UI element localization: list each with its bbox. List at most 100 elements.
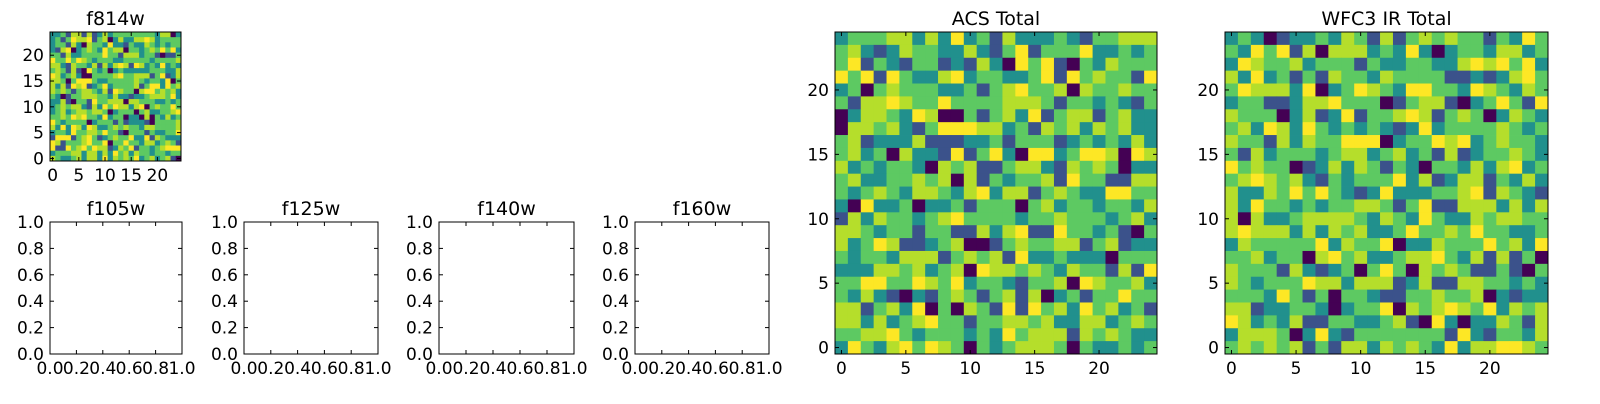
wfc3-ir-total-cell [1354,32,1368,46]
acs-total-cell [1015,212,1029,226]
acs-total-cell [938,44,952,59]
wfc3-ir-total-cell [1509,122,1523,136]
acs-total-cell [1131,70,1145,84]
f814w-cell [81,119,88,126]
acs-total-cell [1079,147,1093,162]
wfc3-ir-total-cell [1405,341,1420,355]
f814w-cell [81,135,88,141]
f814w-cell [91,114,98,121]
wfc3-ir-total-cell [1405,122,1420,136]
wfc3-ir-total-cell [1392,199,1407,213]
acs-total-cell [1028,32,1042,46]
f814w-cell [170,68,177,74]
acs-total-cell [835,289,849,303]
wfc3-ir-total-ytick-label: 0 [1208,339,1219,359]
wfc3-ir-total-cell [1392,186,1407,200]
f105w-xtick-label: 0.8 [142,359,169,379]
acs-total-cell [963,186,978,200]
acs-total-cell [847,186,862,200]
wfc3-ir-total-cell [1380,341,1394,355]
wfc3-ir-total-cell [1457,212,1471,226]
f140w-ytick-label: 0.0 [406,345,433,365]
acs-total-cell [976,44,990,59]
acs-total-cell [1053,135,1068,149]
acs-total-cell [912,122,926,136]
acs-total-cell [1053,44,1068,59]
f105w-xtick-label: 1.0 [168,359,195,379]
acs-total-cell [899,225,913,239]
f814w-cell [160,73,166,79]
f814w-cell [144,99,150,105]
wfc3-ir-total-cell [1483,315,1497,329]
wfc3-ir-total-cell [1457,70,1471,84]
wfc3-ir-total-cell [1535,238,1549,252]
f814w-cell [50,42,56,48]
wfc3-ir-total-cell [1237,44,1252,59]
acs-total-cell [1079,173,1093,187]
f814w-cell [123,119,129,126]
f814w-cell [50,88,56,95]
f160w-ytick-label: 1.0 [602,213,629,233]
acs-total-cell [886,173,900,187]
f814w-cell [86,47,93,54]
acs-total-cell [1041,238,1055,252]
wfc3-ir-total-cell [1380,302,1394,316]
wfc3-ir-total-cell [1367,263,1381,278]
wfc3-ir-total-cell [1354,263,1368,278]
f814w-cell [86,68,93,74]
wfc3-ir-total-cell [1302,83,1316,97]
acs-total-cell [938,302,952,316]
wfc3-ir-total-cell [1470,212,1484,226]
f814w-cell [170,145,177,152]
wfc3-ir-total-cell [1237,199,1252,213]
wfc3-ir-total-cell [1302,44,1316,59]
f814w-ytick-label: 5 [33,124,44,144]
f814w-cell [144,109,150,115]
f814w-cell [175,109,182,115]
acs-total-cell [963,109,978,123]
wfc3-ir-total-cell [1302,328,1316,342]
f814w-cell [81,99,88,105]
wfc3-ir-total-cell [1380,122,1394,136]
f814w-cell [55,88,61,95]
wfc3-ir-total-cell [1276,302,1290,316]
wfc3-ir-total-cell [1237,238,1252,252]
f814w-cell [97,88,103,95]
f814w-cell [118,104,124,110]
wfc3-ir-total-cell [1496,173,1510,187]
acs-total-cell [1092,186,1106,200]
wfc3-ir-total-cell [1509,70,1523,84]
wfc3-ir-total-cell [1315,212,1329,226]
wfc3-ir-total-cell [1225,122,1239,136]
wfc3-ir-total-cell [1522,135,1536,149]
acs-total-cell [925,186,939,200]
acs-total-cell [1066,173,1081,187]
acs-total-cell [938,315,952,329]
wfc3-ir-total-cell [1315,238,1329,252]
f814w-cell [165,99,171,105]
wfc3-ir-total-cell [1457,109,1471,123]
acs-total-cell [873,212,887,226]
f814w-cell [76,124,82,131]
acs-total-cell [1131,147,1145,162]
wfc3-ir-total-cell [1263,70,1278,84]
f814w-cell [97,140,103,146]
f814w-cell [128,119,135,126]
acs-total-cell [847,70,862,84]
acs-total-cell [938,289,952,303]
f105w-xtick-label: 0.4 [89,359,116,379]
wfc3-ir-total-cell [1457,173,1471,187]
acs-total-cell [1105,212,1119,226]
acs-total-cell [873,341,887,355]
acs-total-cell [950,328,965,342]
f814w-cell [91,124,98,131]
wfc3-ir-total-cell [1354,341,1368,355]
wfc3-ir-total-cell [1496,289,1510,303]
wfc3-ir-total-cell [1431,263,1446,278]
acs-total-cell [976,328,990,342]
f814w-cell [165,83,171,90]
wfc3-ir-total-cell [1225,238,1239,252]
acs-total-cell [1028,44,1042,59]
acs-total-cell [1002,70,1016,84]
acs-total-cell [1002,147,1016,162]
